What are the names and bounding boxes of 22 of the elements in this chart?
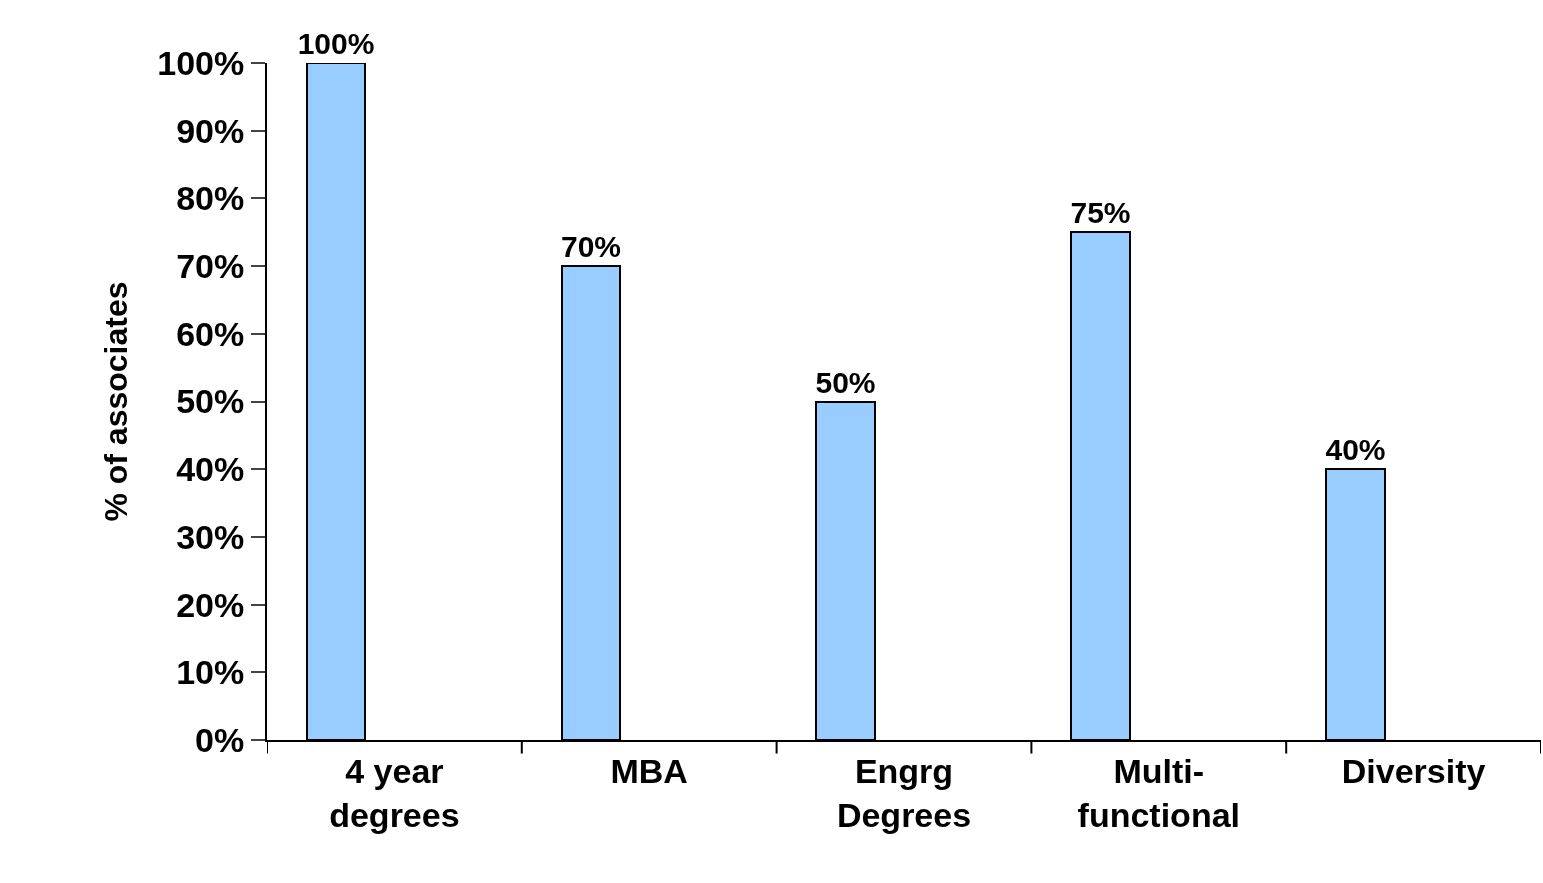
data-label: 75%: [1070, 196, 1131, 229]
x-tick-label: 4 year degrees: [329, 751, 460, 834]
x-tick-label: Diversity: [1341, 751, 1486, 790]
y-tick-label: 10%: [176, 653, 245, 692]
y-tick-label: 70%: [176, 247, 245, 285]
x-tick-label: MBA: [610, 751, 688, 790]
y-tick-label: 0%: [195, 720, 245, 759]
y-tick-label: 20%: [176, 585, 245, 624]
y-tick-label: 100%: [157, 43, 245, 82]
y-tick-label: 40%: [176, 450, 245, 489]
y-axis-title: % of associates: [98, 281, 135, 522]
y-tick-label: 60%: [176, 314, 245, 353]
data-label: 100%: [297, 27, 375, 60]
x-tick-label: Multi- functional: [1077, 751, 1241, 834]
y-tick-label: 30%: [176, 517, 245, 556]
y-tick-label: 80%: [176, 179, 245, 218]
x-tick-label: Engrg Degrees: [836, 751, 972, 834]
data-label: 40%: [1325, 433, 1386, 466]
data-label: 50%: [815, 366, 876, 399]
y-tick-label: 90%: [176, 111, 245, 150]
data-label: 70%: [560, 230, 622, 263]
y-tick-label: 50%: [176, 382, 245, 421]
